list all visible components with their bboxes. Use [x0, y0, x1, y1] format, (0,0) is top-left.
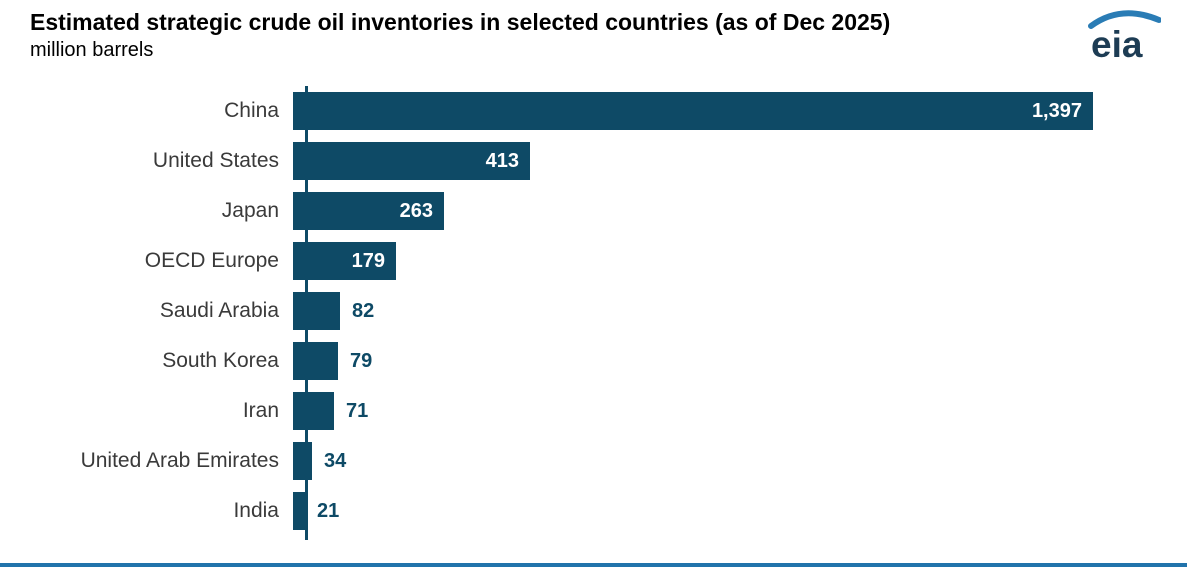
bar-category-label: South Korea — [162, 349, 279, 372]
bar-category-label: Saudi Arabia — [159, 299, 279, 322]
bar-value-label: 263 — [399, 199, 433, 222]
chart-subtitle: million barrels — [30, 38, 154, 61]
bar-value-label: 71 — [346, 399, 369, 422]
chart-header: Estimated strategic crude oil inventorie… — [30, 8, 1067, 62]
bar — [293, 442, 312, 480]
bar-category-label: China — [224, 99, 279, 122]
bar: 1,397 — [293, 92, 1093, 130]
bar-track: 413 — [293, 136, 1187, 186]
bar-row: OECD Europe 179 — [0, 236, 1187, 286]
bar-row: Iran 71 — [0, 386, 1187, 436]
bar-value-label: 34 — [324, 449, 347, 472]
bar-value-label: 413 — [485, 149, 519, 172]
bar-row: South Korea 79 — [0, 336, 1187, 386]
bar-value-label: 82 — [352, 299, 375, 322]
bar: 413 — [293, 142, 530, 180]
eia-logo-text: eia — [1091, 24, 1143, 62]
bar-category-label: OECD Europe — [144, 249, 279, 272]
bar-value-label: 179 — [351, 249, 385, 272]
bar-row: United Arab Emirates 34 — [0, 436, 1187, 486]
bar-category-label: India — [233, 499, 279, 522]
bar-row: Saudi Arabia 82 — [0, 286, 1187, 336]
bar-row: United States 413 — [0, 136, 1187, 186]
bar-track: 1,397 — [293, 86, 1187, 136]
bar-category-label: Japan — [221, 199, 279, 222]
eia-logo-graphic: eia — [1088, 10, 1162, 65]
chart-title: Estimated strategic crude oil inventorie… — [30, 9, 891, 35]
bar — [293, 292, 340, 330]
footer-accent-line — [0, 563, 1187, 567]
bar-value-label: 79 — [350, 349, 373, 372]
bar-track: 82 — [293, 286, 1187, 336]
eia-logo: eia — [1087, 10, 1162, 65]
bar-track: 263 — [293, 186, 1187, 236]
y-axis-line — [305, 86, 308, 540]
bar-track: 21 — [293, 486, 1187, 536]
bar-row: Japan 263 — [0, 186, 1187, 236]
bar-chart: China 1,397 United States 413 Japan 263 OECD E… — [0, 86, 1187, 536]
bar-value-label: 1,397 — [1031, 99, 1082, 122]
bar-row: China 1,397 — [0, 86, 1187, 136]
bar: 263 — [293, 192, 444, 230]
bar-category-label: Iran — [242, 399, 279, 422]
bar: 179 — [293, 242, 396, 280]
bar-value-label: 21 — [317, 499, 340, 522]
bar — [293, 492, 305, 530]
bar-row: India 21 — [0, 486, 1187, 536]
bar-track: 71 — [293, 386, 1187, 436]
bar-track: 179 — [293, 236, 1187, 286]
bar-track: 79 — [293, 336, 1187, 386]
bar-category-label: United States — [152, 149, 279, 172]
bar — [293, 392, 334, 430]
bar-category-label: United Arab Emirates — [80, 449, 279, 472]
bar — [293, 342, 338, 380]
bar-track: 34 — [293, 436, 1187, 486]
